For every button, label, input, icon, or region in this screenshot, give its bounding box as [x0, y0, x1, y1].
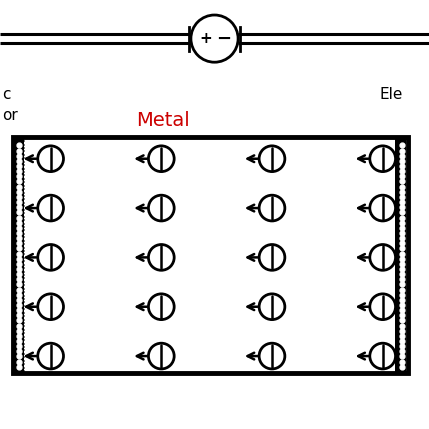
Circle shape — [38, 343, 63, 369]
Text: Ele: Ele — [380, 87, 403, 102]
Text: +: + — [199, 31, 212, 46]
Circle shape — [38, 146, 63, 172]
Circle shape — [148, 294, 174, 320]
Bar — [13, 137, 408, 373]
Bar — [395, 138, 406, 373]
Circle shape — [370, 146, 396, 172]
Circle shape — [370, 245, 396, 270]
Circle shape — [370, 343, 396, 369]
Circle shape — [38, 245, 63, 270]
Circle shape — [148, 146, 174, 172]
Bar — [13, 138, 24, 373]
Circle shape — [259, 294, 285, 320]
Circle shape — [259, 343, 285, 369]
Circle shape — [370, 294, 396, 320]
Text: Metal: Metal — [136, 111, 190, 130]
Circle shape — [370, 195, 396, 221]
Circle shape — [38, 294, 63, 320]
Text: or: or — [2, 109, 18, 123]
Text: −: − — [216, 30, 231, 48]
Circle shape — [148, 343, 174, 369]
Circle shape — [259, 245, 285, 270]
Circle shape — [148, 245, 174, 270]
Text: c: c — [2, 87, 11, 102]
Circle shape — [148, 195, 174, 221]
Circle shape — [38, 195, 63, 221]
Circle shape — [259, 146, 285, 172]
Circle shape — [259, 195, 285, 221]
